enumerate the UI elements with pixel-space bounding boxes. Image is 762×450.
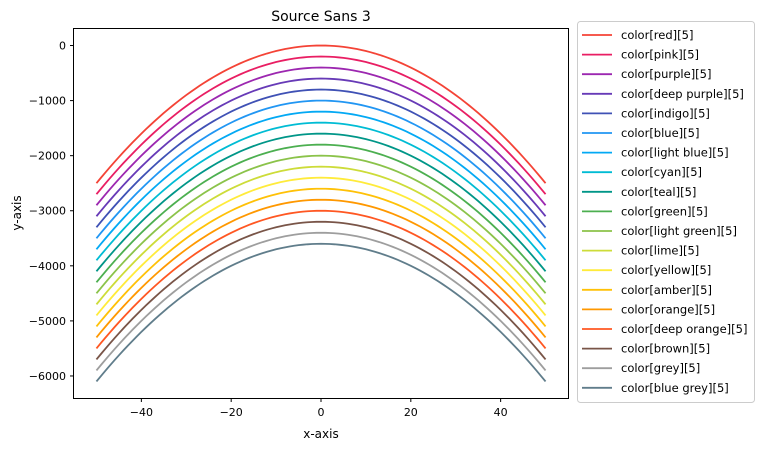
y-axis-label: y-axis (10, 195, 24, 230)
legend-label: color[yellow][5] (621, 263, 711, 277)
legend-label: color[blue grey][5] (621, 381, 729, 395)
series-line-8 (95, 132, 547, 272)
x-axis-ticks: −40 −20 0 20 40 (130, 398, 508, 419)
series-line-2 (95, 66, 547, 206)
series-line-15 (95, 209, 547, 350)
legend-label: color[light blue][5] (621, 146, 729, 160)
y-tick-label: −1000 (29, 95, 66, 108)
y-tick-label: −5000 (29, 315, 66, 328)
legend-label: color[teal][5] (621, 185, 696, 199)
x-tick-label: −20 (220, 406, 243, 419)
legend-frame (577, 21, 755, 403)
series-line-7 (95, 121, 547, 261)
legend-label: color[deep purple][5] (621, 87, 744, 101)
series-line-9 (95, 143, 547, 283)
y-tick-label: −6000 (29, 370, 66, 383)
legend-label: color[purple][5] (621, 67, 711, 81)
legend-label: color[indigo][5] (621, 106, 710, 120)
series-line-12 (95, 176, 547, 316)
legend-label: color[cyan][5] (621, 165, 702, 179)
series-line-17 (95, 231, 547, 372)
plot-frame (73, 28, 569, 399)
legend-label: color[lime][5] (621, 244, 699, 258)
x-tick-label: 40 (494, 406, 508, 419)
legend-label: color[brown][5] (621, 342, 710, 356)
y-tick-label: −2000 (29, 150, 66, 163)
series-line-1 (95, 55, 547, 195)
x-tick-label: 0 (318, 406, 325, 419)
legend-label: color[pink][5] (621, 48, 699, 62)
series-line-6 (95, 110, 547, 250)
legend-label: color[blue][5] (621, 126, 699, 140)
legend-label: color[light green][5] (621, 224, 737, 238)
series-line-3 (95, 77, 547, 217)
series-line-14 (95, 198, 547, 338)
y-tick-label: −3000 (29, 205, 66, 218)
series-line-0 (95, 44, 547, 184)
chart-title: Source Sans 3 (271, 9, 371, 25)
series-line-18 (95, 242, 547, 383)
series-line-13 (95, 187, 547, 327)
x-axis-label: x-axis (303, 427, 338, 441)
y-tick-label: −4000 (29, 260, 66, 273)
legend-label: color[grey][5] (621, 361, 700, 375)
y-tick-label: 0 (59, 40, 66, 53)
series-layer (95, 44, 547, 383)
series-line-11 (95, 165, 547, 305)
series-line-4 (95, 88, 547, 228)
legend-label: color[red][5] (621, 28, 693, 42)
legend: color[red][5] color[pink][5] color[purple]… (577, 21, 755, 403)
legend-label: color[deep orange][5] (621, 322, 747, 336)
legend-label: color[orange][5] (621, 302, 715, 316)
series-line-5 (95, 99, 547, 239)
x-tick-label: −40 (130, 406, 153, 419)
series-line-10 (95, 154, 547, 294)
x-tick-label: 20 (404, 406, 418, 419)
y-axis-ticks: 0 −1000 −2000 −3000 −4000 −5000 −6000 (29, 40, 74, 383)
legend-label: color[green][5] (621, 204, 708, 218)
legend-label: color[amber][5] (621, 283, 712, 297)
plot-area: −40 −20 0 20 40 0 −1000 −2000 −3000 −4000 −5000 −6… (29, 28, 569, 419)
series-line-16 (95, 220, 547, 361)
